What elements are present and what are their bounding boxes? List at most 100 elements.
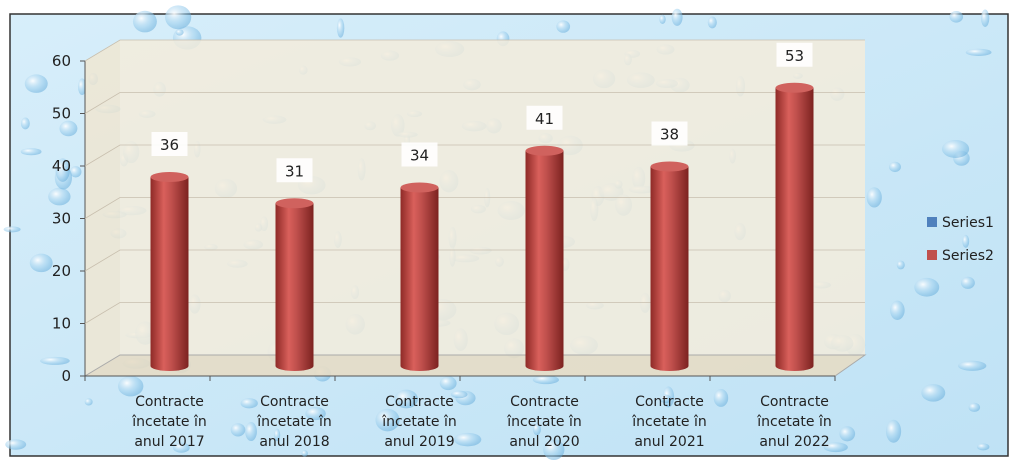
droplet — [556, 20, 571, 33]
droplet — [305, 407, 326, 421]
droplet — [245, 422, 257, 442]
grid-line — [84, 302, 865, 324]
droplet — [968, 402, 981, 412]
droplet — [55, 158, 70, 182]
droplet — [3, 226, 21, 233]
droplet — [914, 277, 940, 297]
droplet — [962, 234, 970, 248]
droplet — [394, 389, 418, 409]
bar-body — [150, 177, 189, 372]
grid-line — [84, 197, 865, 219]
droplet — [20, 117, 30, 130]
value-label-bg — [651, 121, 688, 146]
value-label: 31 — [285, 162, 304, 180]
value-label-bg — [526, 105, 563, 130]
droplet — [890, 300, 905, 320]
droplet — [301, 450, 308, 457]
droplet — [77, 78, 87, 96]
bar — [525, 145, 564, 372]
droplet — [532, 422, 541, 436]
y-tick-label: 30 — [52, 210, 71, 228]
floor — [83, 354, 867, 377]
droplet — [958, 360, 987, 371]
bar-top — [650, 161, 689, 172]
value-label: 38 — [660, 126, 679, 144]
y-tick-label: 40 — [52, 157, 71, 175]
value-label-bg — [776, 42, 813, 67]
droplet — [336, 18, 345, 38]
droplet — [240, 398, 258, 409]
droplet — [543, 439, 565, 461]
value-label: 41 — [535, 110, 554, 128]
droplet — [896, 260, 905, 270]
droplet — [866, 187, 882, 208]
bar — [275, 198, 314, 372]
droplet — [532, 375, 560, 385]
droplet — [69, 166, 82, 178]
droplet — [659, 394, 672, 404]
y-tick-label: 20 — [52, 262, 71, 280]
x-tick-label: Contracte încetate în anul 2018 — [256, 394, 331, 450]
droplet — [29, 253, 53, 273]
bar-top — [150, 172, 189, 182]
y-tick-label: 0 — [61, 367, 71, 385]
bar-top — [400, 182, 439, 193]
legend-label: Series1 — [942, 215, 994, 231]
value-label-bg — [151, 132, 188, 156]
legend-swatch — [927, 250, 937, 260]
droplet — [40, 356, 70, 365]
droplet — [659, 14, 666, 25]
droplet — [980, 9, 990, 27]
y-tick-label: 60 — [52, 52, 71, 70]
droplet — [921, 384, 946, 402]
bar-top — [525, 145, 564, 156]
droplet — [5, 439, 27, 450]
value-label: 34 — [410, 147, 429, 165]
grid-line — [84, 249, 865, 272]
droplet — [48, 187, 71, 206]
legend-label: Series2 — [942, 248, 994, 264]
y-tick-label: 50 — [52, 105, 71, 123]
droplet — [977, 443, 990, 451]
droplet — [450, 390, 468, 399]
droplet — [885, 419, 902, 443]
droplet — [823, 442, 848, 453]
droplet — [949, 10, 964, 23]
grid-line — [84, 144, 865, 167]
droplet — [960, 276, 975, 289]
bar-body — [525, 150, 564, 372]
x-tick-label: Contracte încetate în anul 2022 — [756, 394, 831, 450]
bar-top — [275, 198, 314, 209]
droplet — [20, 148, 42, 156]
droplet — [132, 10, 157, 33]
y-tick-label: 10 — [52, 315, 71, 333]
bar — [650, 161, 689, 372]
bar — [775, 82, 814, 372]
droplet — [173, 442, 190, 453]
bar-body — [650, 166, 689, 372]
droplet — [24, 74, 48, 93]
value-label: 53 — [785, 47, 804, 65]
bar-top — [775, 82, 814, 93]
droplet — [84, 398, 93, 406]
bar-body — [775, 87, 814, 372]
droplet — [941, 139, 970, 158]
x-tick-label: Contracte încetate în anul 2017 — [131, 394, 206, 450]
legend-swatch — [927, 217, 937, 227]
x-tick-label: Contracte încetate în anul 2021 — [631, 394, 706, 450]
bar — [150, 172, 189, 372]
value-label-bg — [276, 158, 313, 183]
droplet — [454, 432, 482, 447]
bar-body — [275, 203, 314, 372]
droplet — [375, 408, 400, 432]
x-tick-label: Contracte încetate în anul 2020 — [506, 394, 581, 450]
droplet — [59, 120, 78, 137]
droplet — [839, 426, 856, 442]
droplet — [165, 5, 192, 30]
grid-line — [84, 39, 865, 62]
droplet — [671, 8, 683, 26]
x-tick-label: Contracte încetate în anul 2019 — [381, 394, 456, 450]
droplet — [713, 389, 729, 407]
droplet — [230, 423, 246, 437]
